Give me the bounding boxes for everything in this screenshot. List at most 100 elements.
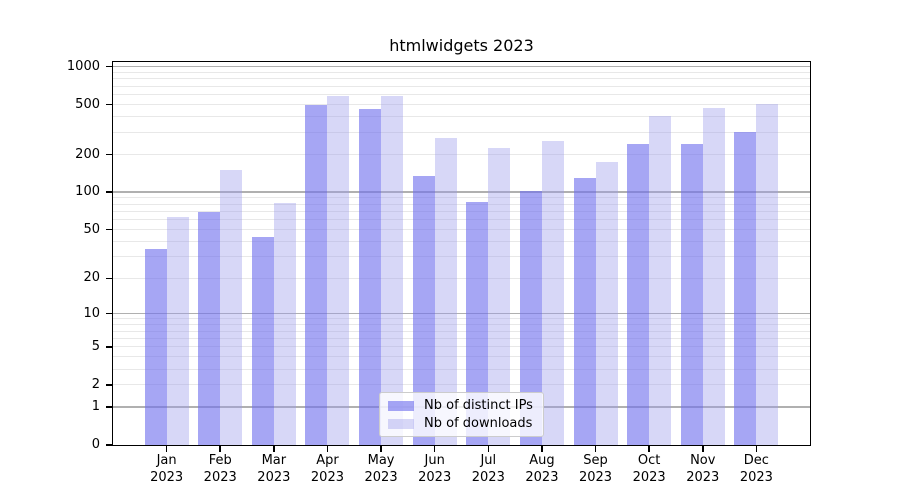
- gridline-minor: [113, 154, 810, 156]
- x-tick-year: 2023: [364, 470, 398, 485]
- x-tick-label-jul: Jul 2023: [458, 452, 518, 486]
- x-tick: [433, 446, 436, 452]
- y-tick: [106, 406, 113, 408]
- legend-item-downloads: Nb of downloads: [388, 416, 533, 431]
- x-tick: [541, 446, 543, 452]
- x-tick-year: 2023: [739, 470, 773, 485]
- y-tick: [106, 346, 113, 348]
- bar-distinct-ips-feb: [198, 211, 221, 445]
- y-tick-label: 10: [83, 305, 100, 321]
- bar-distinct-ips-nov: [680, 144, 703, 445]
- x-tick-label-jun: Jun 2023: [405, 452, 465, 486]
- chart-title: htmlwidgets 2023: [389, 36, 534, 55]
- gridline-minor: [113, 330, 810, 332]
- legend-label-distinct-ips: Nb of distinct IPs: [424, 398, 533, 413]
- x-tick-month: Mar: [261, 453, 287, 468]
- x-tick: [380, 446, 382, 452]
- legend-swatch-downloads: [388, 418, 414, 429]
- x-tick-year: 2023: [310, 470, 344, 485]
- y-tick: [106, 103, 113, 106]
- bar-distinct-ips-apr: [305, 104, 328, 445]
- bar-downloads-aug: [541, 140, 564, 445]
- x-tick: [165, 446, 168, 452]
- x-tick-month: Feb: [208, 453, 232, 468]
- bar-distinct-ips-aug: [519, 190, 542, 445]
- y-tick-label: 2: [91, 376, 100, 392]
- y-tick-label: 20: [83, 270, 100, 286]
- gridline-minor: [113, 211, 810, 213]
- gridline-minor: [113, 85, 810, 87]
- bar-distinct-ips-dec: [734, 131, 757, 445]
- bar-distinct-ips-may: [359, 109, 382, 445]
- bar-distinct-ips-sep: [573, 177, 596, 445]
- gridline-minor: [113, 368, 810, 370]
- bar-distinct-ips-jul: [466, 202, 489, 445]
- y-tick-label: 1000: [66, 58, 100, 74]
- x-tick: [219, 446, 221, 452]
- x-tick-label-mar: Mar 2023: [244, 452, 304, 486]
- gridline-minor: [113, 337, 810, 339]
- bar-downloads-dec: [756, 104, 779, 445]
- x-tick-year: 2023: [578, 470, 613, 485]
- x-tick-year: 2023: [525, 470, 559, 485]
- gridline-minor: [113, 94, 810, 96]
- x-tick-year: 2023: [632, 470, 666, 485]
- gridline-minor: [113, 104, 810, 106]
- x-tick: [702, 446, 704, 452]
- gridline-minor: [113, 241, 810, 243]
- bar-downloads-apr: [327, 95, 350, 445]
- bar-distinct-ips-jan: [144, 248, 167, 445]
- x-tick-year: 2023: [257, 470, 291, 485]
- plot-area: [113, 62, 810, 445]
- x-tick-label-dec: Dec 2023: [726, 452, 786, 486]
- gridline-minor: [113, 356, 810, 358]
- x-tick: [273, 446, 275, 452]
- y-tick-label: 5: [91, 338, 100, 354]
- gridline-minor: [113, 197, 810, 199]
- legend-swatch-distinct-ips: [388, 400, 414, 411]
- y-tick-label: 50: [83, 221, 100, 237]
- bar-downloads-jun: [434, 137, 457, 445]
- y-tick: [106, 228, 113, 231]
- y-tick: [106, 191, 113, 193]
- x-tick-label-nov: Nov 2023: [673, 452, 733, 486]
- bar-downloads-oct: [649, 116, 672, 445]
- legend-item-distinct-ips: Nb of distinct IPs: [388, 398, 533, 413]
- x-tick-month: Nov: [690, 453, 716, 468]
- x-tick-label-apr: Apr 2023: [297, 452, 357, 486]
- gridline-minor: [113, 229, 810, 231]
- gridline-minor: [113, 384, 810, 386]
- y-tick: [106, 277, 113, 279]
- bar-downloads-sep: [595, 161, 618, 445]
- x-tick-label-oct: Oct 2023: [619, 452, 679, 486]
- x-tick-year: 2023: [203, 470, 237, 485]
- x-tick-month: Jan: [156, 453, 177, 468]
- legend: Nb of distinct IPs Nb of downloads: [379, 392, 544, 437]
- gridline-minor: [113, 116, 810, 118]
- x-tick-label-aug: Aug 2023: [512, 452, 572, 486]
- x-tick-month: Aug: [529, 453, 555, 468]
- gridline-minor: [113, 71, 810, 73]
- y-tick-label: 500: [75, 96, 100, 112]
- y-tick: [106, 384, 113, 386]
- gridline-major: [113, 312, 810, 315]
- bar-downloads-jan: [166, 217, 189, 445]
- bar-downloads-may: [381, 95, 404, 445]
- y-tick-label: 200: [75, 146, 100, 162]
- bar-distinct-ips-oct: [627, 144, 650, 445]
- x-tick-year: 2023: [150, 470, 184, 485]
- y-tick-label: 100: [75, 184, 100, 200]
- bar-downloads-mar: [273, 203, 296, 445]
- x-tick-month: Sep: [583, 453, 608, 468]
- gridline-minor: [113, 324, 810, 326]
- gridline-minor: [113, 78, 810, 80]
- x-tick: [648, 446, 650, 452]
- x-tick-label-feb: Feb 2023: [190, 452, 250, 486]
- x-tick-year: 2023: [686, 470, 720, 485]
- x-tick-month: Apr: [316, 453, 339, 468]
- x-tick-month: May: [367, 453, 395, 468]
- x-tick-label-jan: Jan 2023: [137, 452, 197, 486]
- y-tick: [106, 153, 113, 156]
- gridline-major: [113, 65, 810, 68]
